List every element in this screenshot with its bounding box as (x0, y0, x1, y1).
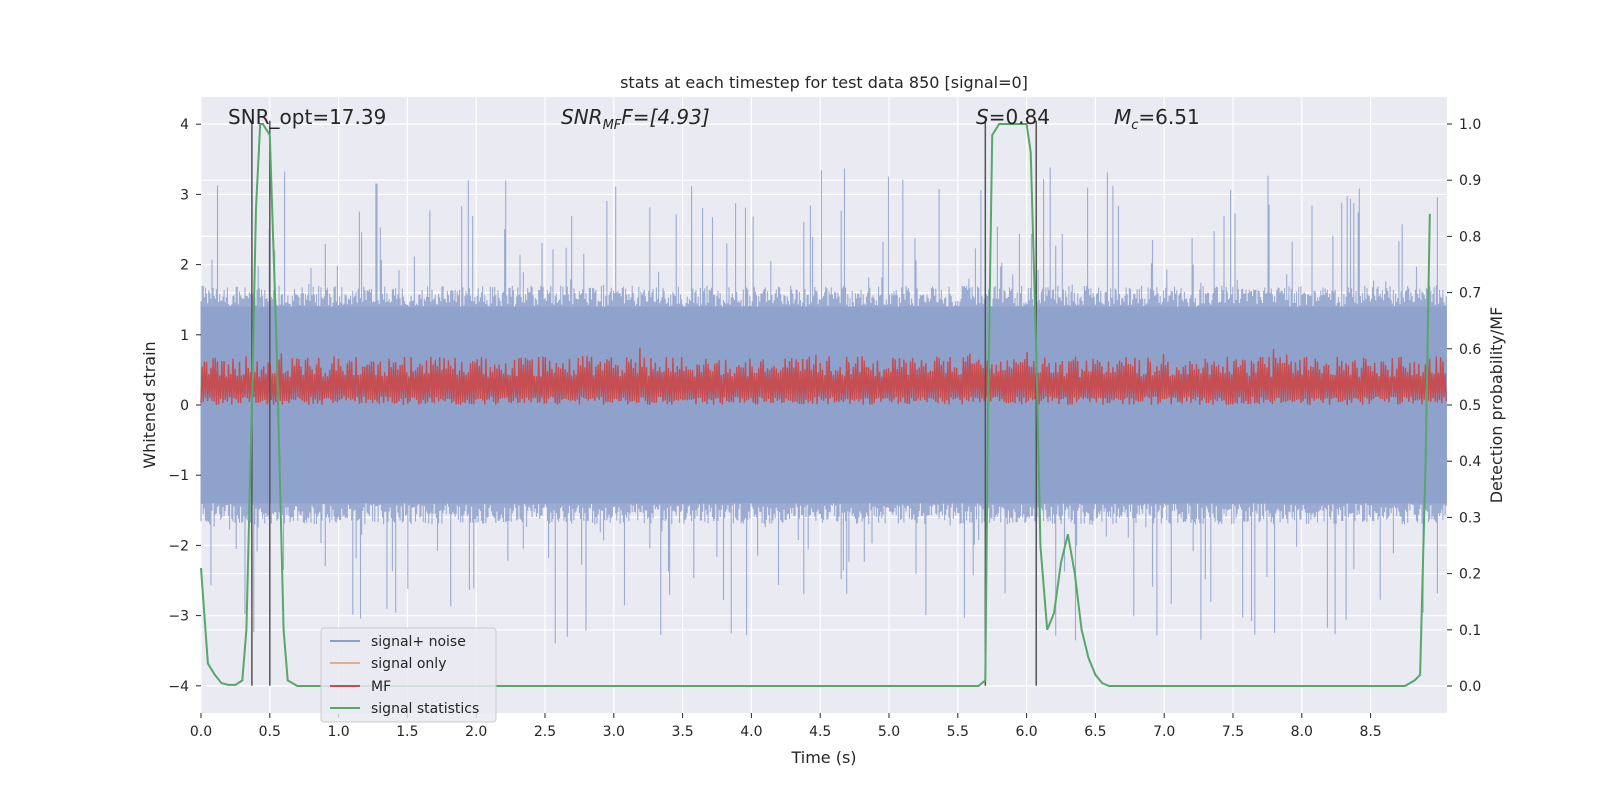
x-tick-label: 0.0 (190, 724, 212, 740)
s-rest: =0.84 (989, 105, 1050, 129)
y-axis-right-label: Detection probability/MF (1487, 307, 1506, 504)
mc-base: M (1114, 105, 1131, 129)
snr-mf-sub: MF (603, 118, 622, 133)
legend-label-signal-only: signal only (371, 656, 446, 672)
signal-statistics-line (200, 123, 1431, 687)
mc-sub: c (1131, 118, 1138, 133)
x-tick-label: 7.0 (1153, 724, 1175, 740)
x-tick-label: 2.5 (534, 724, 556, 740)
y-right-tick-label: 0.8 (1459, 229, 1481, 245)
y-right-tick-label: 0.6 (1459, 342, 1481, 358)
x-tick-label: 4.0 (740, 724, 762, 740)
x-tick-label: 3.0 (603, 724, 625, 740)
legend-label-mf: MF (371, 679, 391, 695)
y-right-tick-label: 0.7 (1459, 286, 1481, 302)
y-right-tick-label: 0.1 (1459, 623, 1481, 639)
legend-box (320, 627, 497, 723)
legend: signal+ noise signal only MF signal stat… (320, 627, 497, 723)
y-tick-label: −3 (168, 609, 189, 625)
s-annotation: S=0.84 (976, 105, 1050, 129)
y-tick-label: 3 (180, 187, 189, 203)
mc-rest: =6.51 (1138, 105, 1199, 129)
x-tick-label: 6.5 (1084, 724, 1106, 740)
snr-mf-annotation: SNRMFF=[4.93] (561, 105, 710, 133)
y-tick-label: 1 (180, 328, 189, 344)
x-tick-label: 3.5 (671, 724, 693, 740)
x-tick-label: 5.0 (878, 724, 900, 740)
x-tick-label: 4.5 (809, 724, 831, 740)
y-axis-right-ticks: 0.0 0.1 0.2 0.3 0.4 0.5 0.6 0.7 0.8 0.9 1.0 (1447, 117, 1481, 695)
y-axis-ticks: −4 −3 −2 −1 0 1 2 3 4 (168, 117, 201, 695)
x-tick-label: 1.5 (396, 724, 418, 740)
signal-statistics-series (200, 123, 1431, 687)
x-tick-label: 2.0 (465, 724, 487, 740)
y-tick-label: 2 (180, 258, 189, 274)
x-axis-ticks: 0.0 0.5 1.0 1.5 2.0 2.5 3.0 3.5 4.0 4.5 5.0 5.5 6.0 6… (190, 713, 1382, 740)
y-tick-label: 0 (180, 398, 189, 414)
y-tick-label: −1 (168, 468, 189, 484)
x-tick-label: 6.0 (1015, 724, 1037, 740)
y-tick-label: 4 (180, 117, 189, 133)
y-right-tick-label: 0.4 (1459, 454, 1481, 470)
mf-series (200, 347, 1447, 406)
mf-trace (200, 347, 1447, 406)
y-right-tick-label: 0.2 (1459, 567, 1481, 583)
x-tick-label: 7.5 (1222, 724, 1244, 740)
legend-label-signal-noise: signal+ noise (371, 634, 466, 650)
y-axis-label: Whitened strain (140, 341, 159, 468)
x-tick-label: 0.5 (259, 724, 281, 740)
x-axis-label: Time (s) (790, 748, 856, 767)
x-tick-label: 5.5 (947, 724, 969, 740)
y-right-tick-label: 0.0 (1459, 679, 1481, 695)
y-tick-label: −2 (168, 538, 189, 554)
legend-label-signal-statistics: signal statistics (371, 701, 479, 717)
x-tick-label: 8.5 (1359, 724, 1381, 740)
y-tick-label: −4 (168, 679, 189, 695)
snr-opt-annotation: SNR_opt=17.39 (228, 105, 386, 129)
x-tick-label: 8.0 (1291, 724, 1313, 740)
y-right-tick-label: 0.5 (1459, 398, 1481, 414)
snr-mf-rest: F=[4.93] (621, 105, 709, 129)
snr-mf-base: SNR (561, 105, 603, 129)
s-base: S (976, 105, 989, 129)
mc-annotation: Mc=6.51 (1114, 105, 1200, 133)
y-right-tick-label: 0.3 (1459, 510, 1481, 526)
x-tick-label: 1.0 (327, 724, 349, 740)
y-right-tick-label: 1.0 (1459, 117, 1481, 133)
chart-title: stats at each timestep for test data 850… (620, 73, 1028, 92)
signal-noise-series (200, 167, 1447, 644)
y-right-tick-label: 0.9 (1459, 173, 1481, 189)
